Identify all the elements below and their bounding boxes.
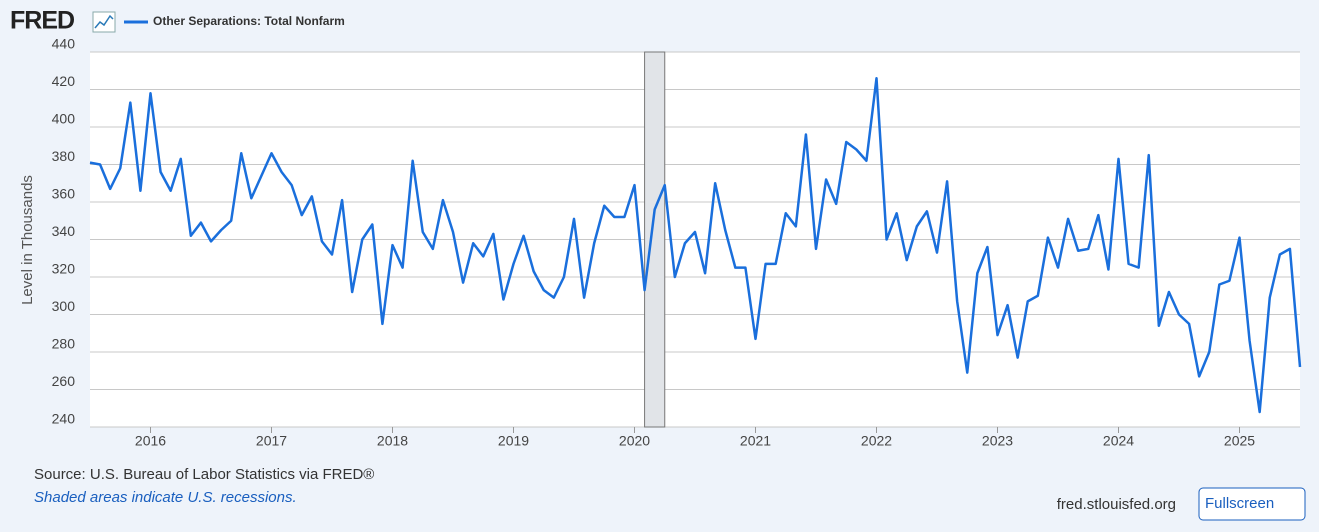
y-tick-label: 360 <box>52 186 76 202</box>
y-tick-label: 400 <box>52 111 76 127</box>
source: Source: U.S. Bureau of Labor Statistics … <box>34 466 374 483</box>
x-tick-label: 2022 <box>861 433 892 449</box>
fullscreen-button[interactable] <box>1198 487 1306 521</box>
y-tick-label: 380 <box>52 148 76 164</box>
x-tick-label: 2017 <box>256 433 287 449</box>
series-line <box>89 77 1302 414</box>
y-tick-label: 300 <box>52 298 76 314</box>
x-tick-label: 2018 <box>377 433 408 449</box>
y-tick-label: 340 <box>52 223 76 239</box>
logo: FRED <box>10 7 74 35</box>
recession-shade <box>644 51 666 428</box>
y-tick-label: 320 <box>52 261 76 277</box>
x-tick-label: 2016 <box>135 433 166 449</box>
x-tick-label: 2021 <box>740 433 771 449</box>
y-tick-label: 420 <box>52 73 76 89</box>
logo-icon <box>92 11 116 33</box>
y-tick-label: 440 <box>52 36 76 52</box>
x-tick-label: 2020 <box>619 433 650 449</box>
x-tick-label: 2019 <box>498 433 529 449</box>
legend-label: Other Separations: Total Nonfarm <box>153 14 345 28</box>
y-tick-label: 260 <box>52 373 76 389</box>
x-tick-label: 2023 <box>982 433 1013 449</box>
plot: 240 260 280 300 320 340 360 380 400 420 440 2016 201… <box>52 36 1302 449</box>
fullscreen-label[interactable]: Fullscreen <box>1205 495 1274 512</box>
y-tick-label: 280 <box>52 336 76 352</box>
recession-note: Shaded areas indicate U.S. recessions. <box>34 489 297 506</box>
y-axis-label: Level in Thousands <box>19 175 36 305</box>
site-link[interactable]: fred.stlouisfed.org <box>1057 496 1176 513</box>
x-tick-label: 2025 <box>1224 433 1255 449</box>
y-tick-label: 240 <box>52 411 76 427</box>
x-tick-label: 2024 <box>1103 433 1134 449</box>
